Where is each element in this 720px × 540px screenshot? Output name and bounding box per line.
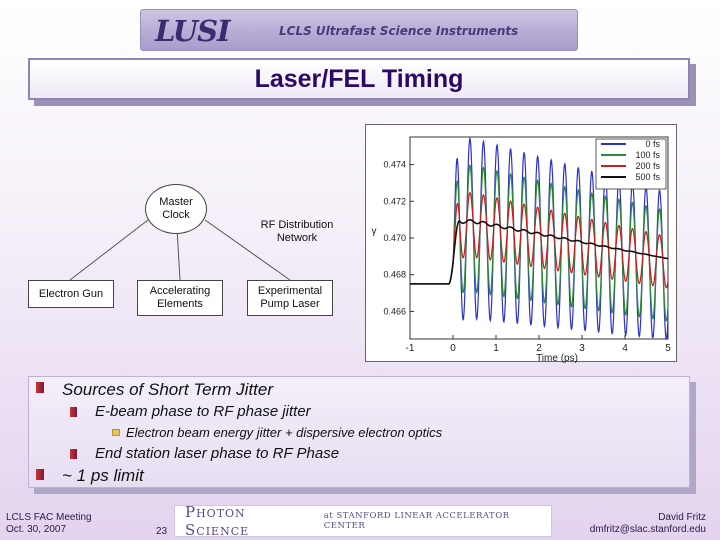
bullets-box xyxy=(28,376,690,488)
y-tick-label: 0.472 xyxy=(383,196,406,206)
bullet-marker xyxy=(70,407,77,417)
bullet-marker xyxy=(36,469,44,480)
y-tick-label: 0.466 xyxy=(383,306,406,316)
y-tick-label: 0.468 xyxy=(383,270,406,280)
legend-box xyxy=(595,138,667,190)
bullet-energy-jitter: Electron beam energy jitter + dispersive… xyxy=(126,425,443,440)
bullet-marker-small xyxy=(112,429,120,436)
rf-distribution-text: RF Distribution Network xyxy=(260,219,334,244)
x-tick-label: 0 xyxy=(450,343,456,354)
bullet-sources-jitter: Sources of Short Term Jitter xyxy=(62,380,274,399)
title-box: Laser/FEL Timing xyxy=(28,58,690,100)
accelerating-elements-label: Accelerating Elements xyxy=(149,285,211,310)
series-line-500-fs xyxy=(410,218,669,285)
connector-clock-gun xyxy=(69,219,149,281)
bullet-end-station: End station laser phase to RF Phase xyxy=(95,445,340,462)
x-axis-label: Time (ps) xyxy=(536,353,578,363)
connector-clock-laser xyxy=(204,219,291,281)
bullet-marker xyxy=(70,449,77,459)
master-clock-node: Master Clock xyxy=(145,184,207,234)
footer-meeting: LCLS FAC Meeting xyxy=(6,512,92,523)
legend-label: 0 fs xyxy=(645,139,660,149)
electron-gun-label: Electron Gun xyxy=(38,287,104,300)
footer-author-info: David Fritz dmfritz@slac.stanford.edu xyxy=(590,512,706,536)
connector-clock-accel xyxy=(176,227,181,281)
timing-plot: -1 0 1 2 3 4 5 0.466 0.468 0.470 0.472 0.474 Time (p… xyxy=(365,124,677,364)
electron-gun-node: Electron Gun xyxy=(28,280,114,308)
slac-text: at STANFORD LINEAR ACCELERATOR CENTER xyxy=(323,511,510,531)
legend-label: 500 fs xyxy=(635,172,660,182)
y-tick-label: 0.474 xyxy=(383,160,406,170)
footer-meeting-info: LCLS FAC Meeting Oct. 30, 2007 xyxy=(6,512,92,536)
y-axis-label: γ xyxy=(372,226,377,237)
slide-title: Laser/FEL Timing xyxy=(254,64,464,93)
photon-science-text: Photon Science xyxy=(185,503,250,539)
x-tick-label: 5 xyxy=(665,343,671,354)
plot-svg: -1 0 1 2 3 4 5 0.466 0.468 0.470 0.472 0.474 Time (p… xyxy=(372,136,671,364)
y-tick-label: 0.470 xyxy=(383,233,406,243)
x-tick-label: 4 xyxy=(622,343,628,354)
lusi-logo: LUSI xyxy=(155,14,231,48)
x-tick-label: 2 xyxy=(536,343,542,354)
footer-email: dmfritz@slac.stanford.edu xyxy=(589,524,706,535)
footer-author: David Fritz xyxy=(658,512,706,523)
bullet-ps-limit: ~ 1 ps limit xyxy=(62,466,144,485)
page-number: 23 xyxy=(156,526,168,537)
rf-distribution-label: RF Distribution Network xyxy=(258,219,336,245)
pump-laser-node: Experimental Pump Laser xyxy=(247,280,333,316)
photon-science-band: Photon Science at STANFORD LINEAR ACCELE… xyxy=(174,503,552,539)
bullet-marker xyxy=(36,382,44,393)
legend-label: 200 fs xyxy=(635,161,660,171)
x-tick-label: 3 xyxy=(579,343,585,354)
legend-label: 100 fs xyxy=(635,150,660,160)
header-banner: LUSI LCLS Ultrafast Science Instruments xyxy=(140,9,578,51)
footer-date: Oct. 30, 2007 xyxy=(6,524,67,535)
x-tick-label: -1 xyxy=(406,343,415,354)
banner-subtitle: LCLS Ultrafast Science Instruments xyxy=(279,24,519,38)
accelerating-elements-node: Accelerating Elements xyxy=(137,280,223,316)
bullet-ebeam-phase: E-beam phase to RF phase jitter xyxy=(95,403,311,420)
master-clock-label: Master Clock xyxy=(159,196,193,221)
pump-laser-label: Experimental Pump Laser xyxy=(257,285,323,310)
x-tick-label: 1 xyxy=(493,343,499,354)
